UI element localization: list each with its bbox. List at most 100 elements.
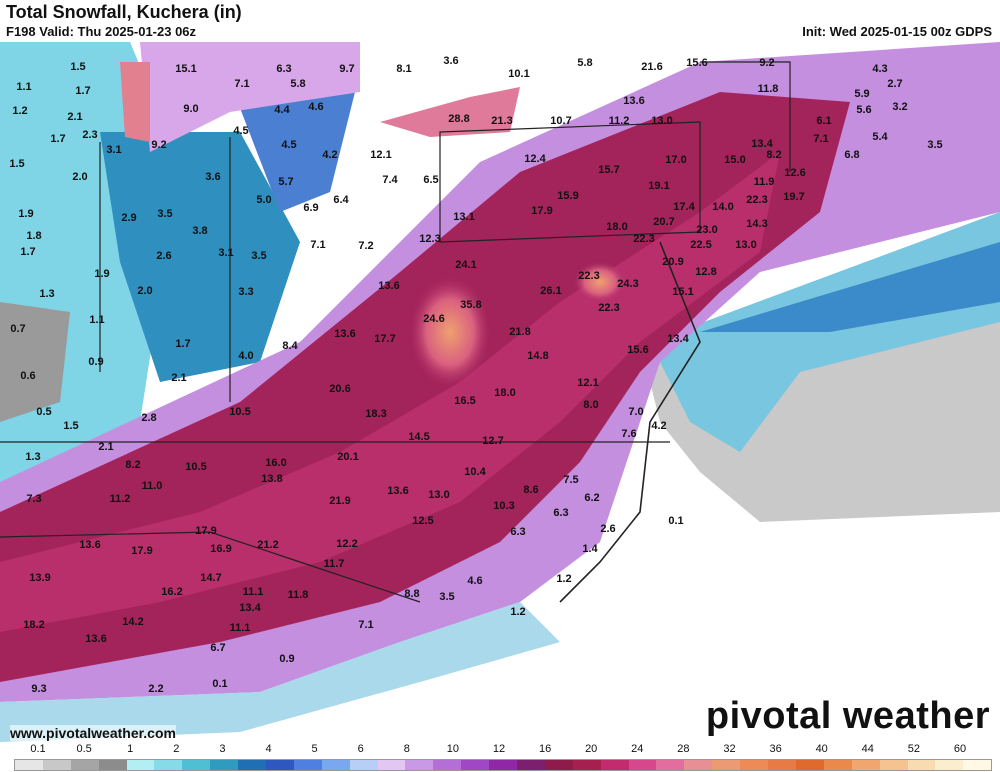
snowfall-value-label: 0.1 [668,515,683,527]
snowfall-value-label: 3.1 [106,144,121,156]
legend-swatch [154,760,183,770]
legend-tick-label: 1 [127,743,134,755]
snowfall-value-label: 11.8 [288,589,309,601]
snowfall-value-label: 12.7 [482,435,503,447]
snowfall-value-label: 14.7 [200,572,221,584]
snowfall-value-label: 7.1 [358,619,373,631]
snowfall-value-label: 14.2 [122,616,143,628]
snowfall-value-label: 16.5 [454,395,475,407]
snowfall-value-label: 5.8 [290,78,305,90]
snowfall-value-label: 13.6 [85,633,106,645]
legend-tick-label: 32 [723,743,736,755]
snowfall-value-label: 4.2 [651,420,666,432]
snowfall-value-label: 2.8 [141,412,156,424]
legend-tick-label: 28 [677,743,690,755]
snowfall-value-label: 5.4 [872,131,888,143]
snowfall-value-label: 18.0 [494,387,515,399]
snowfall-value-label: 11.1 [230,622,251,634]
legend-swatch [405,760,434,770]
snowfall-value-label: 1.9 [18,208,33,220]
legend-tick-label: 10 [446,743,460,755]
snowfall-map: 1.5 15.1 6.3 9.7 8.1 3.6 10.1 5.8 21.6 15.6 9.2 4.3… [0,42,1000,742]
legend-swatch [544,760,573,770]
snowfall-value-label: 3.5 [251,250,266,262]
snowfall-value-label: 2.0 [72,171,87,183]
snowfall-value-label: 13.0 [735,239,756,251]
snowfall-value-label: 21.2 [257,539,278,551]
legend-swatch [656,760,685,770]
lake-michigan-band [120,62,150,142]
snowfall-value-label: 13.6 [623,95,644,107]
snowfall-value-label: 21.3 [491,115,512,127]
snowfall-value-label: 1.1 [89,314,104,326]
snowfall-value-label: 17.9 [131,545,152,557]
snowfall-value-label: 3.5 [157,208,172,220]
snowfall-value-label: 14.0 [712,201,733,213]
pennsylvania-border [439,121,701,243]
snowfall-value-label: 4.3 [872,63,887,75]
snowfall-value-label: 16.2 [161,586,182,598]
snowfall-value-label: 5.9 [854,88,869,100]
legend-swatch [42,760,71,770]
snowfall-value-label: 12.4 [524,153,546,165]
snowfall-value-label: 6.1 [816,115,831,127]
legend-swatch [126,760,155,770]
snowfall-value-label: 15.6 [627,344,648,356]
snowfall-value-label: 7.3 [26,493,41,505]
snowfall-value-label: 4.2 [322,149,337,161]
snowfall-value-label: 9.2 [151,139,166,151]
snowfall-value-label: 2.3 [82,129,97,141]
snowfall-value-label: 2.9 [121,212,136,224]
snowfall-value-label: 3.2 [892,101,907,113]
legend-swatch [879,760,908,770]
snowfall-value-label: 6.9 [303,202,318,214]
map-title: Total Snowfall, Kuchera (in) [6,2,242,22]
snowfall-value-label: 22.3 [746,194,767,206]
legend-swatch [795,760,824,770]
legend-tick-label: 20 [585,743,598,755]
legend-swatch [823,760,852,770]
snowfall-value-label: 20.9 [662,256,683,268]
snowfall-value-label: 1.3 [25,451,40,463]
legend-swatch [238,760,267,770]
snowfall-value-label: 13.9 [29,572,50,584]
snowfall-value-label: 4.6 [308,101,323,113]
snowfall-value-label: 6.3 [510,526,525,538]
snowfall-value-label: 0.9 [88,356,103,368]
legend-tick-label: 8 [403,743,410,755]
website-label[interactable]: www.pivotalweather.com [10,725,176,741]
snowfall-value-label: 1.3 [39,288,54,300]
snowfall-value-label: 1.8 [26,230,41,242]
snowfall-value-label: 3.1 [218,247,233,259]
snowfall-value-label: 13.0 [651,115,672,127]
legend-swatch [70,760,99,770]
snowfall-value-label: 17.9 [531,205,552,217]
legend-swatch [182,760,211,770]
tn-ga-border [0,531,421,603]
legend-swatch [768,760,796,770]
legend-tick-label: 6 [357,743,364,755]
legend-tick-label: 60 [953,743,967,755]
legend-tick-label: 40 [815,743,828,755]
snowfall-value-label: 1.5 [9,158,24,170]
coastline [559,241,701,603]
snowfall-value-label: 21.6 [641,61,662,73]
snowfall-value-label: 6.7 [210,642,225,654]
snowfall-value-label: 5.7 [278,176,293,188]
snowfall-value-label: 2.1 [171,372,186,384]
snowfall-value-label: 1.7 [50,133,65,145]
snowfall-value-label: 13.6 [387,485,408,497]
snowfall-value-label: 17.9 [195,525,216,537]
snowfall-value-label: 2.1 [67,111,82,123]
snowfall-value-label: 2.1 [98,441,113,453]
midwest-blue [100,132,300,382]
secondary-hotspot [574,262,626,302]
heavier-swath [0,152,780,632]
snowfall-value-label: 13.4 [667,333,689,345]
snowfall-value-label: 2.6 [600,523,615,535]
snowfall-value-label: 0.1 [212,678,227,690]
south-edge-blue [0,602,560,742]
snowfall-value-label: 5.6 [856,104,871,116]
snowfall-value-label: 20.7 [653,216,674,228]
snowfall-value-label: 9.2 [759,57,774,69]
